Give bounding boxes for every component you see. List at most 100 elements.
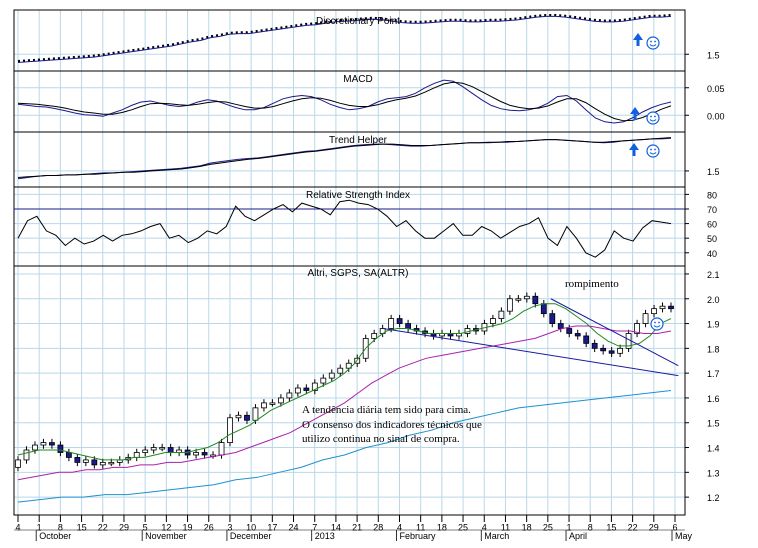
x-tick-label: 26 bbox=[204, 522, 214, 532]
y-tick-label: 60 bbox=[707, 220, 717, 230]
candle-body bbox=[608, 350, 615, 354]
x-month-label: February bbox=[399, 531, 436, 541]
x-tick-label: 15 bbox=[606, 522, 616, 532]
candle-body bbox=[108, 462, 115, 465]
candle-body bbox=[269, 402, 276, 405]
y-tick-label: 80 bbox=[707, 190, 717, 200]
y-tick-label: 1.3 bbox=[707, 468, 720, 478]
candle-body bbox=[261, 402, 267, 409]
candle-body bbox=[193, 452, 199, 456]
candle-body bbox=[244, 414, 250, 421]
up-arrow-icon bbox=[630, 107, 640, 120]
y-tick-label: 0.00 bbox=[707, 111, 725, 121]
candle-body bbox=[574, 333, 581, 337]
candle-body bbox=[388, 318, 395, 329]
macd-signal-line bbox=[17, 81, 672, 122]
panel-frame bbox=[13, 265, 686, 516]
y-tick-label: 70 bbox=[707, 205, 717, 215]
panel-title-trend: Trend Helper bbox=[329, 135, 388, 146]
panel-title-rsi: Relative Strength Index bbox=[306, 190, 410, 201]
x-tick-label: 4 bbox=[397, 522, 402, 532]
up-arrow-icon bbox=[629, 143, 639, 156]
y-tick-label: 2.0 bbox=[707, 295, 720, 305]
candle-body bbox=[668, 305, 674, 310]
smiley-icon bbox=[650, 317, 664, 331]
x-month-label: December bbox=[230, 531, 272, 541]
candle-body bbox=[506, 298, 513, 312]
x-tick-label: 28 bbox=[373, 522, 383, 532]
y-tick-label: 1.7 bbox=[707, 369, 720, 379]
candle-body bbox=[371, 333, 378, 339]
candle-body bbox=[328, 372, 335, 379]
candle-body bbox=[303, 387, 310, 391]
x-tick-label: 10 bbox=[246, 522, 256, 532]
x-tick-label: 12 bbox=[161, 522, 171, 532]
annotation-line-1: A tendência diária tem sido para cima. bbox=[302, 404, 471, 416]
candle-body bbox=[294, 387, 301, 394]
x-tick-label: 22 bbox=[98, 522, 108, 532]
trend-line-b bbox=[17, 137, 672, 178]
x-tick-label: 4 bbox=[15, 522, 20, 532]
panel-title-macd: MACD bbox=[343, 74, 372, 85]
candle-body bbox=[235, 414, 242, 419]
candle-body bbox=[15, 459, 21, 468]
x-month-label: April bbox=[569, 531, 587, 541]
x-tick-label: 4 bbox=[482, 522, 487, 532]
candle-body bbox=[634, 323, 640, 334]
x-tick-label: 3 bbox=[227, 522, 232, 532]
candle-body bbox=[566, 328, 573, 334]
y-tick-label: 1.5 bbox=[707, 50, 720, 60]
x-tick-label: 25 bbox=[458, 522, 468, 532]
x-month-label: March bbox=[484, 531, 509, 541]
candle-body bbox=[320, 377, 327, 384]
candle-body bbox=[659, 305, 666, 310]
candle-body bbox=[150, 447, 157, 451]
x-tick-label: 14 bbox=[331, 522, 341, 532]
up-arrow-icon bbox=[633, 33, 643, 46]
x-tick-label: 1 bbox=[567, 522, 572, 532]
y-tick-label: 1.4 bbox=[707, 444, 720, 454]
y-tick-label: 50 bbox=[707, 234, 717, 244]
y-tick-label: 0.05 bbox=[707, 84, 725, 94]
x-tick-label: 11 bbox=[501, 522, 510, 532]
x-tick-label: 6 bbox=[672, 522, 677, 532]
candle-body bbox=[49, 442, 55, 446]
x-month-label: May bbox=[675, 531, 693, 541]
x-tick-label: 11 bbox=[416, 522, 425, 532]
candle-body bbox=[651, 308, 657, 315]
candle-body bbox=[227, 417, 233, 443]
y-tick-label: 40 bbox=[707, 249, 717, 259]
candle-body bbox=[337, 367, 344, 374]
candle-body bbox=[540, 303, 547, 315]
candle-body bbox=[591, 342, 598, 349]
x-tick-label: 7 bbox=[312, 522, 317, 532]
smiley-icon bbox=[646, 111, 660, 125]
candle-body bbox=[142, 449, 149, 453]
candle-body bbox=[286, 392, 293, 399]
candle-body bbox=[523, 295, 530, 300]
y-tick-label: 1.5 bbox=[707, 419, 720, 429]
x-tick-label: 18 bbox=[437, 522, 447, 532]
panel-title-price: Altri, SGPS, SA(ALTR) bbox=[308, 268, 409, 279]
x-axis: 4 1 8 15 22 29 5 12 19 26 3 10 17 24 7 14 21 28 4 11 18 25 4 11… bbox=[14, 515, 693, 541]
moving-average-short bbox=[17, 303, 672, 461]
x-month-label: 2013 bbox=[315, 531, 335, 541]
candle-body bbox=[557, 323, 564, 329]
x-month-label: November bbox=[145, 531, 187, 541]
candle-body bbox=[167, 447, 174, 453]
annotation-line-2: O consenso dos indicadores técnicos que bbox=[302, 419, 482, 431]
candle-body bbox=[91, 459, 98, 466]
x-tick-label: 29 bbox=[119, 522, 129, 532]
y-tick-label: 1.2 bbox=[707, 493, 720, 503]
candle-body bbox=[345, 362, 352, 369]
x-tick-label: 18 bbox=[522, 522, 532, 532]
x-tick-label: 15 bbox=[77, 522, 87, 532]
x-tick-label: 19 bbox=[183, 522, 193, 532]
x-tick-label: 8 bbox=[588, 522, 593, 532]
discretionary-line bbox=[17, 15, 672, 63]
candle-body bbox=[532, 295, 539, 305]
y-tick-label: 1.5 bbox=[707, 167, 720, 177]
smiley-icon bbox=[646, 36, 660, 50]
x-tick-label: 17 bbox=[267, 522, 277, 532]
